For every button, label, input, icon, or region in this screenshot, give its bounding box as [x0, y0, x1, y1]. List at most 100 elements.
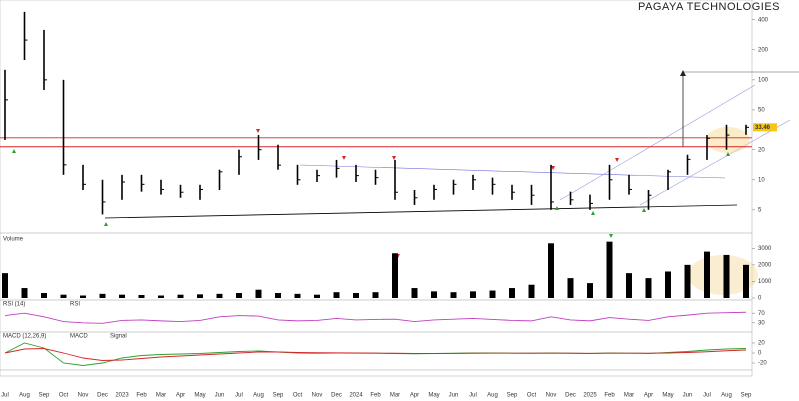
x-tick-label: Oct: [527, 393, 537, 399]
x-tick-label: Feb: [604, 393, 615, 399]
x-tick-label: Dec: [97, 393, 108, 399]
volume-bar: [704, 251, 710, 298]
trendline: [299, 164, 726, 179]
volume-bar: [119, 294, 125, 298]
last-price-box: [753, 123, 777, 132]
volume-bar: [665, 271, 671, 298]
x-tick-label: Nov: [312, 393, 323, 399]
volume-bar: [567, 278, 574, 298]
x-tick-label: Aug: [253, 393, 264, 399]
x-tick-label: Mar: [156, 393, 166, 399]
y-tick-label: 20: [758, 341, 765, 347]
volume-bar: [548, 243, 554, 298]
volume-bar: [333, 292, 340, 298]
volume-bar: [470, 291, 476, 298]
channel-line: [559, 84, 756, 201]
volume-bar: [645, 278, 652, 298]
panel-title: Volume: [3, 237, 24, 243]
legend-label: MACD: [70, 334, 88, 340]
volume-bar: [158, 295, 164, 298]
channel-line: [639, 119, 791, 206]
x-tick-label: Apr: [644, 393, 653, 399]
x-tick-label: Jul: [703, 393, 711, 399]
x-tick-label: Apr: [176, 393, 185, 399]
volume-bar: [723, 254, 730, 298]
highlight: [706, 127, 750, 153]
x-tick-label: Jul: [1, 393, 9, 399]
volume-bar: [372, 292, 379, 298]
x-tick-label: Jun: [449, 393, 459, 399]
volume-bar: [392, 253, 398, 298]
y-tick-label: 0: [758, 296, 762, 302]
volume-bar: [216, 293, 223, 298]
x-tick-label: Aug: [19, 393, 30, 399]
y-tick-label: 400: [758, 17, 769, 23]
volume-bar: [684, 264, 691, 298]
x-tick-label: Dec: [565, 393, 576, 399]
x-tick-label: Feb: [370, 393, 381, 399]
chart-title: PAGAYA TECHNOLOGIES: [638, 1, 780, 13]
volume-bar: [177, 294, 184, 298]
x-tick-label: May: [662, 393, 673, 399]
target-arrowhead: [680, 70, 686, 76]
series-line: [4, 311, 747, 324]
x-tick-label: Oct: [293, 393, 303, 399]
plot-frame: [0, 0, 753, 377]
volume-bar: [450, 292, 457, 298]
x-tick-label: Mar: [390, 393, 400, 399]
x-tick-label: Aug: [721, 393, 732, 399]
x-tick-label: Jun: [215, 393, 225, 399]
volume-bar: [314, 294, 320, 298]
y-tick-label: 2000: [758, 262, 772, 268]
volume-bar: [528, 284, 535, 298]
x-tick-label: Sep: [273, 393, 284, 399]
volume-bar: [255, 289, 262, 298]
x-tick-label: Dec: [331, 393, 342, 399]
x-tick-label: Feb: [136, 393, 147, 399]
volume-bar: [489, 290, 496, 298]
series-line: [4, 348, 747, 361]
volume-bar: [626, 273, 632, 298]
y-tick-label: 10: [758, 177, 765, 183]
y-tick-label: 30: [758, 320, 765, 326]
y-tick-label: 5: [758, 207, 762, 213]
volume-bar: [275, 293, 281, 298]
volume-bar: [41, 293, 47, 298]
y-tick-label: 50: [758, 107, 765, 113]
x-tick-label: Nov: [546, 393, 557, 399]
volume-bar: [99, 293, 106, 298]
x-tick-label: 2025: [583, 393, 597, 399]
volume-bar: [60, 294, 67, 298]
volume-bar: [2, 273, 8, 298]
y-tick-label: 200: [758, 47, 769, 53]
y-tick-label: 0: [758, 351, 762, 357]
x-tick-label: Mar: [624, 393, 634, 399]
y-tick-label: 70: [758, 311, 765, 317]
x-tick-label: Sep: [39, 393, 50, 399]
x-tick-label: Aug: [487, 393, 498, 399]
volume-bar: [743, 264, 749, 298]
volume-bar: [294, 293, 301, 298]
volume-bar: [606, 241, 613, 298]
x-tick-label: Jul: [469, 393, 477, 399]
volume-bar: [138, 295, 145, 298]
legend-label: Signal: [110, 334, 127, 340]
x-tick-label: Nov: [78, 393, 89, 399]
y-tick-label: 3000: [758, 246, 772, 252]
x-tick-label: Sep: [507, 393, 518, 399]
y-tick-label: 100: [758, 77, 769, 83]
panel-title: MACD (12,26,9): [3, 334, 46, 340]
support-trendline: [104, 204, 738, 219]
x-tick-label: 2023: [115, 393, 129, 399]
x-tick-label: May: [194, 393, 205, 399]
y-tick-label: -20: [758, 361, 767, 367]
volume-bar: [21, 288, 28, 298]
volume-bar: [197, 294, 203, 298]
legend-label: RSI: [70, 302, 80, 308]
volume-bar: [353, 293, 359, 298]
x-tick-label: Sep: [741, 393, 752, 399]
x-tick-label: Apr: [410, 393, 419, 399]
volume-bar: [236, 293, 242, 298]
